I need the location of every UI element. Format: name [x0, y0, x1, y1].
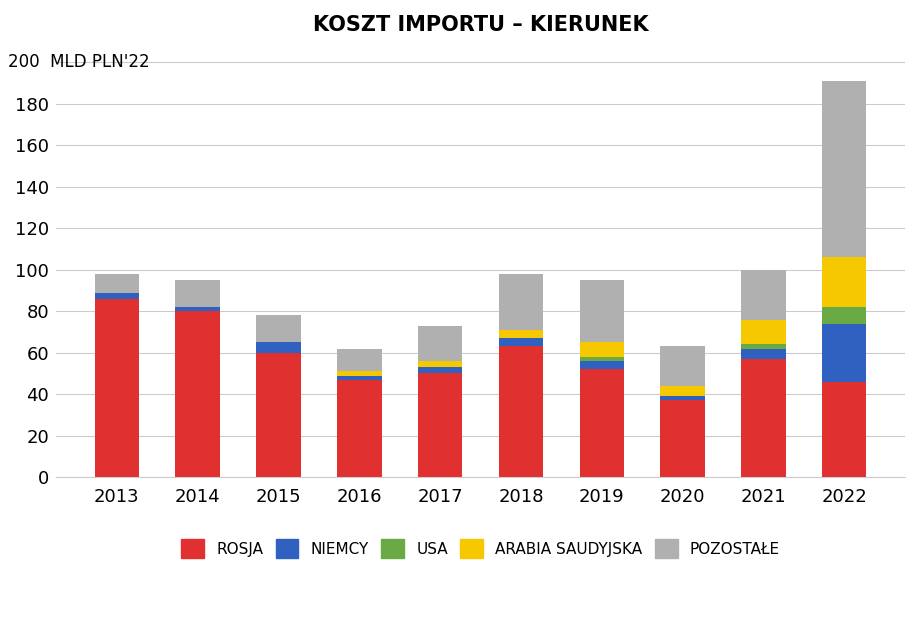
- Bar: [579, 280, 623, 343]
- Bar: [498, 338, 542, 346]
- Bar: [579, 369, 623, 477]
- Bar: [498, 330, 542, 338]
- Bar: [660, 401, 704, 477]
- Bar: [176, 280, 220, 307]
- Bar: [498, 274, 542, 330]
- Bar: [336, 376, 381, 380]
- Bar: [256, 316, 301, 343]
- Bar: [579, 357, 623, 361]
- Bar: [741, 348, 785, 359]
- Bar: [579, 343, 623, 357]
- Bar: [821, 81, 866, 258]
- Bar: [336, 348, 381, 371]
- Bar: [821, 381, 866, 477]
- Bar: [660, 386, 704, 396]
- Bar: [579, 361, 623, 369]
- Bar: [821, 324, 866, 381]
- Bar: [417, 373, 462, 477]
- Bar: [660, 346, 704, 386]
- Bar: [256, 343, 301, 353]
- Bar: [95, 293, 139, 299]
- Bar: [741, 359, 785, 477]
- Bar: [660, 396, 704, 401]
- Bar: [336, 380, 381, 477]
- Bar: [176, 311, 220, 477]
- Bar: [741, 270, 785, 320]
- Bar: [741, 344, 785, 348]
- Bar: [176, 307, 220, 311]
- Bar: [95, 274, 139, 293]
- Legend: ROSJA, NIEMCY, USA, ARABIA SAUDYJSKA, POZOSTAŁE: ROSJA, NIEMCY, USA, ARABIA SAUDYJSKA, PO…: [174, 532, 787, 566]
- Bar: [498, 346, 542, 477]
- Bar: [417, 361, 462, 367]
- Bar: [256, 353, 301, 477]
- Bar: [95, 299, 139, 477]
- Bar: [336, 371, 381, 376]
- Text: 200  MLD PLN'22: 200 MLD PLN'22: [7, 53, 149, 71]
- Bar: [821, 307, 866, 324]
- Bar: [417, 367, 462, 373]
- Title: KOSZT IMPORTU – KIERUNEK: KOSZT IMPORTU – KIERUNEK: [312, 15, 648, 35]
- Bar: [741, 320, 785, 344]
- Bar: [821, 258, 866, 307]
- Bar: [417, 326, 462, 361]
